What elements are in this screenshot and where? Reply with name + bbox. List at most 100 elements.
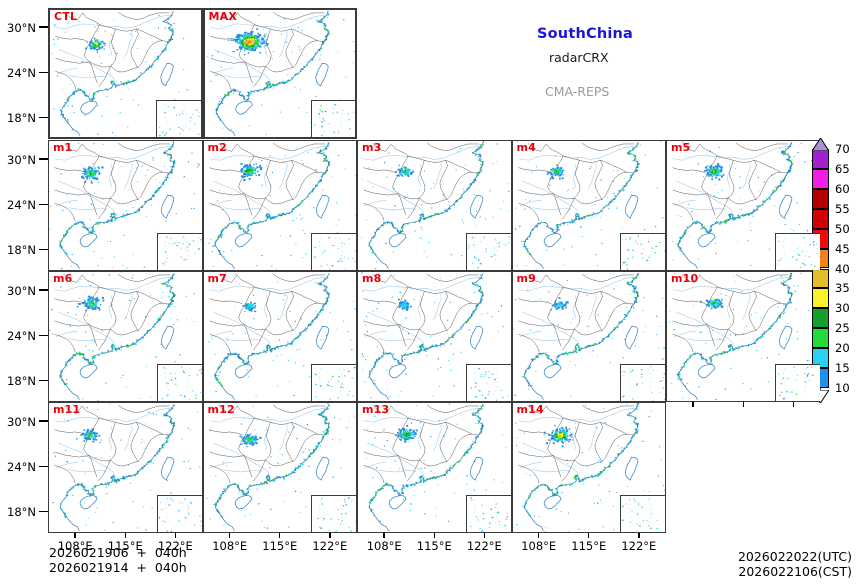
x-axis-tick-label: 108°E (521, 539, 557, 553)
y-axis-tick-label: 24°N (7, 328, 36, 343)
y-axis-tick-30N-row2: 30°N (0, 284, 48, 298)
y-axis-tick-mark (39, 203, 48, 205)
colorbar-tick-25: 25 (835, 321, 850, 336)
map-panel-m5: m5 (666, 140, 821, 271)
south-china-sea-inset (156, 494, 202, 532)
x-axis-tick-mark (483, 533, 485, 538)
colorbar-band-30 (812, 308, 829, 329)
south-china-sea-inset (311, 232, 356, 270)
x-axis-labels-col0: 108°E 115°E 122°E (0, 539, 860, 553)
y-axis-tick-24N-row3: 24°N (0, 460, 48, 474)
panel-label-m14: m14 (516, 403, 544, 416)
panel-label-m2: m2 (207, 141, 228, 154)
south-china-sea-inset (156, 363, 202, 401)
y-axis-tick-mark (39, 379, 48, 382)
x-axis-tick-label: 108°E (57, 539, 93, 553)
map-panel-m14: m14 (511, 402, 666, 533)
x-axis-tick-mark (228, 533, 231, 538)
map-panel-m13: m13 (357, 402, 512, 533)
footer-left-line2: 2026021914 + 040h (49, 560, 187, 575)
y-axis-tick-mark (39, 510, 48, 513)
map-panel-m11: m11 (48, 402, 203, 533)
south-china-sea-inset (311, 494, 356, 532)
map-panel-m2: m2 (202, 140, 357, 271)
y-axis-tick-label: 30°N (7, 414, 36, 429)
south-china-sea-inset (311, 363, 356, 401)
south-china-sea-inset (465, 363, 511, 401)
y-axis-tick-mark (39, 116, 48, 119)
panel-label-m9: m9 (516, 272, 537, 285)
panel-label-m3: m3 (362, 141, 382, 154)
x-axis-labels-col1: 108°E 115°E 122°E (0, 539, 860, 553)
x-axis-tick-label: 115°E (571, 539, 607, 553)
colorbar-tick-45: 45 (835, 241, 850, 256)
x-axis-tick-mark (74, 533, 76, 538)
panel-label-m8: m8 (362, 272, 382, 285)
colorbar-tick-10: 10 (835, 381, 850, 395)
y-axis-tick-label: 18°N (7, 504, 36, 519)
figure-subtitle: radarCRX (549, 50, 609, 65)
y-axis-tick-label: 30°N (7, 152, 36, 167)
x-axis-tick-label: 122°E (312, 539, 348, 553)
panel-label-m1: m1 (53, 141, 73, 154)
panel-label-m6: m6 (53, 272, 73, 285)
colorbar-tick-20: 20 (835, 341, 850, 356)
map-panel-m10: m10 (666, 271, 821, 402)
x-axis-tick-label: 115°E (107, 539, 143, 553)
south-china-sea-inset (465, 494, 511, 532)
colorbar-tick-40: 40 (835, 261, 850, 276)
x-axis-tick-label: 122°E (157, 539, 193, 553)
y-axis-tick-mark (39, 26, 48, 28)
y-axis-tick-label: 24°N (7, 197, 36, 212)
x-axis-tick-mark (638, 533, 640, 538)
panel-label-m7: m7 (207, 272, 228, 285)
y-axis-tick-mark (39, 248, 48, 251)
x-axis-tick-mark (537, 533, 540, 538)
x-axis-labels-col3: 108°E 115°E 122°E (0, 539, 860, 553)
colorbar-tick-55: 55 (835, 201, 850, 216)
colorbar-tick-15: 15 (835, 361, 850, 376)
south-china-sea-inset (156, 232, 202, 270)
colorbar-band-25 (812, 328, 829, 349)
x-axis-tick-label: 115°E (262, 539, 298, 553)
y-axis-tick-mark (39, 420, 48, 422)
y-axis-tick-mark (39, 334, 48, 336)
x-axis-labels-col2: 108°E 115°E 122°E (0, 539, 860, 553)
colorbar-band-70 (812, 149, 829, 169)
south-china-sea-inset (310, 100, 355, 137)
map-panel-m8: m8 (357, 271, 512, 402)
x-axis-tick-mark (279, 533, 281, 538)
south-china-sea-inset (774, 232, 820, 270)
map-panel-m7: m7 (202, 271, 357, 402)
x-axis-tick-label: 122°E (466, 539, 502, 553)
map-panel-m12: m12 (202, 402, 357, 533)
colorbar-band-65 (812, 168, 829, 189)
south-china-sea-inset (620, 363, 665, 401)
y-axis-tick-label: 18°N (7, 110, 36, 125)
x-axis-tick-mark (383, 533, 385, 538)
x-axis-tick-mark (174, 533, 176, 538)
panel-label-m13: m13 (362, 403, 390, 416)
y-axis-tick-18N-row0: 18°N (0, 111, 48, 125)
x-axis-tick-mark (692, 402, 694, 407)
y-axis-tick-24N-row1: 24°N (0, 198, 48, 212)
colorbar-band-35 (812, 288, 829, 309)
map-panel-m3: m3 (357, 140, 512, 271)
x-axis-tick-label: 122°E (621, 539, 657, 553)
south-china-sea-inset (156, 100, 201, 137)
y-axis-tick-30N-row0: 30°N (0, 21, 48, 35)
map-panel-m6: m6 (48, 271, 203, 402)
x-axis-tick-mark (792, 402, 794, 407)
y-axis-tick-mark (39, 465, 48, 467)
x-axis-tick-label: 108°E (366, 539, 402, 553)
y-axis-tick-18N-row1: 18°N (0, 243, 48, 257)
x-axis-tick-mark (329, 533, 331, 538)
map-panel-max: MAX (202, 8, 357, 139)
figure-source-label: CMA-REPS (545, 84, 610, 99)
y-axis-tick-label: 30°N (7, 283, 36, 298)
colorbar-tick-70: 70 (835, 142, 850, 156)
colorbar-band-55 (812, 208, 829, 229)
figure-title: SouthChina (537, 26, 634, 42)
x-axis-tick-mark (124, 533, 126, 538)
y-axis-tick-18N-row3: 18°N (0, 505, 48, 519)
